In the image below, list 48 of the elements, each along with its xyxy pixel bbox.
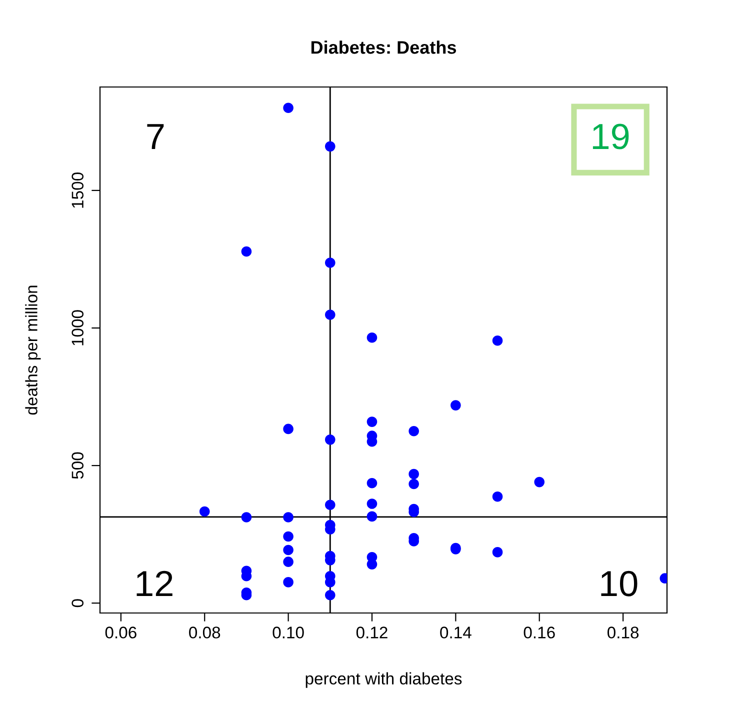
- point: [283, 531, 294, 542]
- point: [492, 491, 503, 502]
- x-tick-label: 0.06: [105, 626, 136, 638]
- annotation: 12: [136, 570, 172, 596]
- x-tick-label: 0.10: [272, 626, 304, 638]
- point: [324, 258, 336, 268]
- point: [283, 424, 294, 434]
- y-tick-label: 1500: [72, 172, 84, 208]
- x-tick-label: 0.14: [440, 626, 472, 638]
- point: [283, 577, 294, 588]
- point: [366, 416, 378, 427]
- point: [408, 468, 419, 480]
- point: [199, 506, 210, 517]
- x-tick-label: 0.16: [524, 626, 555, 638]
- point: [324, 310, 336, 320]
- y-axis-title: deaths per million: [25, 286, 41, 415]
- point: [366, 511, 378, 522]
- point: [283, 544, 294, 556]
- y-tick-label: 1000: [72, 310, 84, 346]
- chart-title: Diabetes: Deaths: [311, 40, 456, 54]
- point: [324, 500, 336, 510]
- point: [366, 559, 378, 570]
- x-tick-label: 0.12: [356, 626, 388, 638]
- point: [492, 335, 503, 346]
- point: [366, 478, 378, 488]
- point: [283, 512, 294, 522]
- point: [450, 400, 461, 410]
- y-tick-label: 500: [72, 452, 84, 479]
- point: [534, 476, 545, 488]
- point: [241, 246, 252, 257]
- point: [283, 556, 294, 567]
- point: [324, 141, 336, 152]
- annotation: 7: [147, 124, 164, 149]
- annotation: 19: [592, 124, 629, 150]
- point: [492, 547, 503, 558]
- x-tick-label: 0.18: [607, 626, 639, 638]
- point: [324, 434, 336, 445]
- point: [283, 102, 294, 114]
- point: [366, 498, 378, 509]
- x-axis-title: percent with diabetes: [306, 672, 462, 688]
- point: [408, 426, 419, 436]
- point: [241, 512, 252, 522]
- point: [324, 590, 336, 600]
- point: [366, 332, 378, 343]
- y-tick-label: 0: [72, 599, 84, 608]
- annotation: 10: [601, 570, 638, 596]
- x-tick-label: 0.08: [189, 626, 220, 638]
- point: [408, 478, 419, 490]
